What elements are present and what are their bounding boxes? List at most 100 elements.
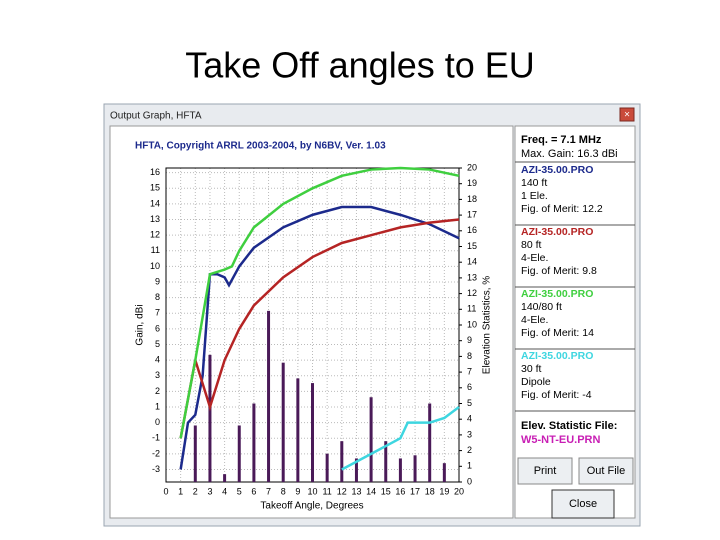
x-tick-label: 5: [237, 486, 242, 496]
legend-detail: 140/80 ft: [521, 301, 562, 313]
y-tick-label: 7: [155, 308, 160, 318]
window-title: Output Graph, HFTA: [110, 111, 202, 122]
stat-bar: [369, 397, 373, 482]
out-file-label: Out File: [587, 465, 626, 477]
print-label: Print: [534, 465, 557, 477]
y2-tick-label: 7: [467, 366, 472, 376]
y-tick-label: 3: [155, 370, 160, 380]
stat-bar: [340, 441, 344, 482]
close-x-glyph: ×: [624, 110, 630, 121]
y2-tick-label: 19: [467, 178, 477, 188]
legend-name: AZI-35.00.PRO: [521, 288, 593, 300]
stat-bar: [442, 463, 446, 482]
y-tick-label: 9: [155, 276, 160, 286]
y2-tick-label: 10: [467, 319, 477, 329]
slide-title: Take Off angles to EU: [185, 45, 535, 86]
gain-line: [179, 205, 460, 470]
y2-tick-label: 18: [467, 194, 477, 204]
side-panel: [514, 125, 636, 519]
out-file-button[interactable]: [578, 457, 634, 485]
y2-tick-label: 12: [467, 288, 477, 298]
stat-bar: [237, 425, 241, 482]
y-tick-label: 2: [155, 386, 160, 396]
y-tick-label: -3: [152, 464, 160, 474]
stat-bar: [208, 354, 212, 482]
y2-tick-label: 11: [467, 304, 476, 314]
stat-bar: [267, 310, 271, 482]
gain-line: [179, 166, 460, 439]
chart-title: HFTA, Copyright ARRL 2003-2004, by N6BV,…: [135, 141, 386, 152]
y2-tick-label: 2: [467, 445, 472, 455]
print-button[interactable]: [517, 457, 573, 485]
close-x[interactable]: [619, 107, 635, 122]
x-tick-label: 15: [381, 486, 391, 496]
y-tick-label: -2: [152, 448, 160, 458]
y-tick-label: 8: [155, 292, 160, 302]
x-tick-label: 10: [307, 486, 317, 496]
stat-bar: [325, 453, 329, 482]
close-button[interactable]: [551, 489, 615, 519]
y-tick-label: 1: [155, 401, 160, 411]
stat-label: Elev. Statistic File:: [521, 420, 617, 432]
y2-tick-label: 14: [467, 257, 477, 267]
y-tick-label: 13: [150, 214, 160, 224]
y2-tick-label: 20: [467, 162, 477, 172]
x-tick-label: 20: [454, 486, 464, 496]
stat-bar: [428, 403, 432, 482]
stat-bar: [296, 378, 300, 482]
stat-bar: [413, 455, 417, 482]
legend-name: AZI-35.00.PRO: [521, 226, 593, 238]
x-tick-label: 17: [410, 486, 420, 496]
gain-line: [179, 218, 460, 439]
y-tick-label: 6: [155, 323, 160, 333]
stat-bar: [354, 458, 358, 482]
gain-line: [341, 406, 460, 471]
x-tick-label: 7: [266, 486, 271, 496]
y-tick-label: 0: [155, 417, 160, 427]
y-tick-label: 14: [150, 198, 160, 208]
y-tick-label: 4: [155, 355, 160, 365]
y2-tick-label: 15: [467, 241, 477, 251]
legend-detail: Fig. of Merit: 9.8: [521, 265, 597, 277]
legend-detail: 1 Ele.: [521, 190, 548, 202]
y-tick-label: 5: [155, 339, 160, 349]
y2-tick-label: 6: [467, 382, 472, 392]
y2-tick-label: 17: [467, 209, 477, 219]
y2-tick-label: 1: [467, 461, 472, 471]
close-label: Close: [569, 498, 597, 510]
legend-name: AZI-35.00.PRO: [521, 350, 593, 362]
y2-tick-label: 0: [467, 476, 472, 486]
x-tick-label: 1: [178, 486, 183, 496]
y-tick-label: 15: [150, 183, 160, 193]
freq: Freq. = 7.1 MHz: [521, 134, 602, 146]
x-tick-label: 3: [207, 486, 212, 496]
legend-detail: 140 ft: [521, 177, 547, 189]
max-gain: Max. Gain: 16.3 dBi: [521, 148, 618, 160]
y-tick-label: 10: [150, 261, 160, 271]
y-tick-label: 12: [150, 230, 160, 240]
stat-bar: [223, 474, 227, 482]
stat-bar: [281, 362, 285, 482]
stat-bar: [398, 458, 402, 482]
stat-bar: [193, 425, 197, 482]
y2-tick-label: 5: [467, 398, 472, 408]
legend-name: AZI-35.00.PRO: [521, 164, 593, 176]
y-tick-label: -1: [152, 433, 160, 443]
y2-tick-label: 3: [467, 429, 472, 439]
x-tick-label: 12: [337, 486, 347, 496]
y-tick-label: 11: [151, 245, 160, 255]
x-tick-label: 6: [251, 486, 256, 496]
x-tick-label: 16: [395, 486, 405, 496]
y2-label: Elevation Statistics, %: [482, 276, 493, 374]
x-tick-label: 14: [366, 486, 376, 496]
legend-detail: Dipole: [521, 376, 551, 388]
x-tick-label: 18: [425, 486, 435, 496]
legend-detail: Fig. of Merit: 12.2: [521, 203, 603, 215]
legend-detail: 30 ft: [521, 363, 542, 375]
legend-detail: Fig. of Merit: -4: [521, 389, 592, 401]
stat-bar: [384, 441, 388, 482]
legend-detail: 4-Ele.: [521, 314, 548, 326]
y2-tick-label: 8: [467, 351, 472, 361]
